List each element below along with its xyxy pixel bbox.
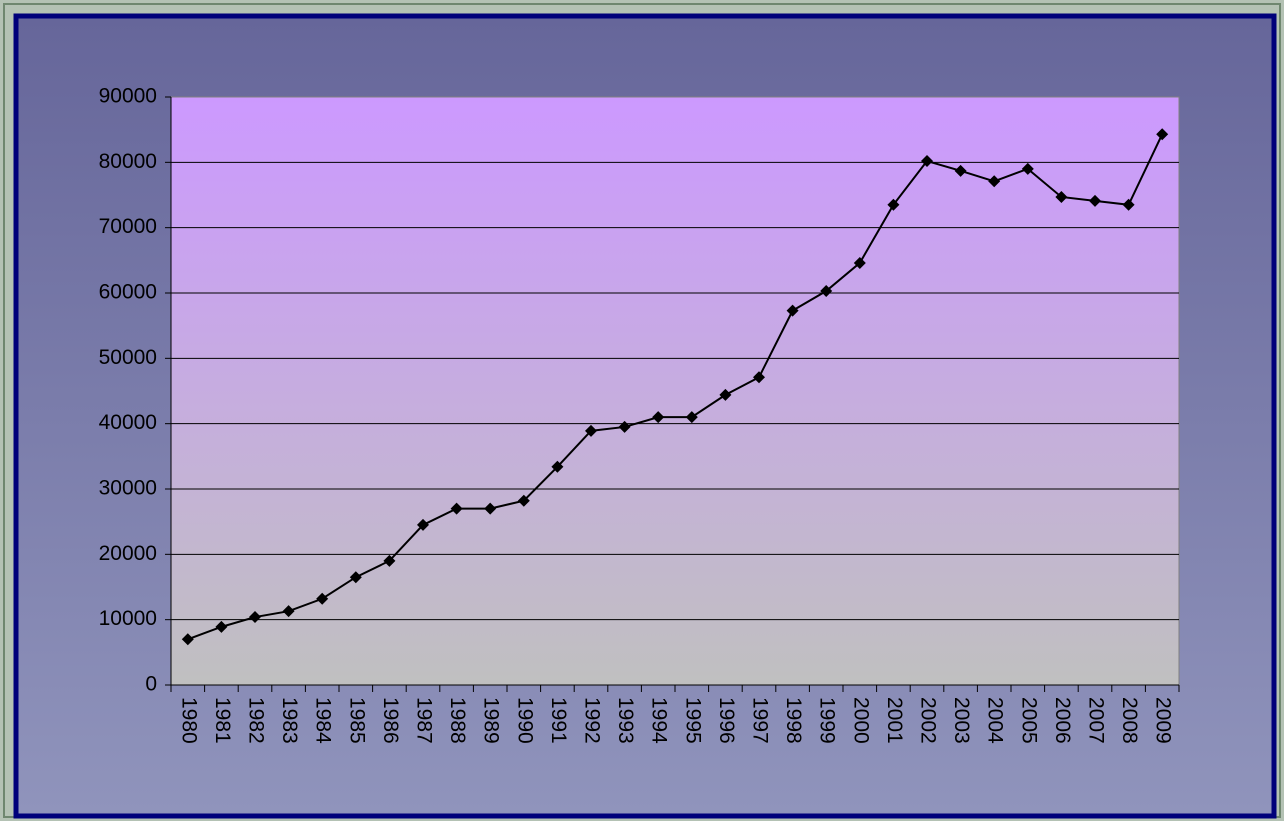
data-point [618,420,631,433]
series-line [187,133,1164,641]
x-tick-label: 1995 [681,697,704,744]
y-tick-label: 0 [145,673,157,696]
y-tick-label: 80000 [99,150,157,173]
data-point [181,633,194,646]
x-tick-label: 1996 [715,697,738,744]
y-tick-label: 70000 [99,215,157,238]
data-point [585,424,597,437]
x-tick-label: 1986 [379,697,402,744]
x-tick-label: 2003 [950,697,973,744]
x-tick-label: 1994 [648,697,671,744]
data-point [215,620,228,633]
x-tick-label: 1983 [278,697,301,744]
y-tick-label: 20000 [99,542,157,565]
x-tick-label: 1980 [177,697,200,744]
data-point [1055,190,1068,203]
x-tick-label: 2007 [1084,697,1107,744]
data-point [517,494,530,507]
data-point [551,460,564,473]
y-tick-label: 30000 [99,477,157,500]
data-point [1021,162,1034,175]
data-point [316,592,329,605]
x-tick-label: 1990 [513,697,536,744]
data-point [685,411,698,424]
x-tick-label: 1991 [547,697,570,744]
x-tick-label: 1997 [748,697,771,744]
y-tick-label: 40000 [99,411,157,434]
data-point [753,371,765,384]
data-point [282,605,295,618]
x-tick-label: 2006 [1051,697,1074,744]
x-tick-label: 2004 [984,697,1007,744]
data-point [349,571,362,584]
data-point [719,388,732,401]
x-tick-label: 2002 [916,697,939,744]
x-tick-label: 1988 [446,697,469,744]
data-point [921,155,933,168]
x-tick-label: 1998 [782,697,805,744]
data-point [249,611,261,624]
x-tick-label: 2000 [849,697,872,744]
x-tick-label: 2005 [1017,697,1040,744]
y-tick-label: 50000 [99,346,157,369]
x-tick-label: 2001 [883,697,906,744]
data-point [1122,198,1135,211]
x-tick-label: 1987 [412,697,435,744]
y-tick-label: 90000 [99,85,157,108]
data-point [853,256,866,269]
x-tick-label: 1992 [580,697,603,744]
data-point [820,285,833,298]
x-tick-label: 1993 [614,697,637,744]
x-tick-label: 1989 [480,697,503,744]
data-point [484,502,497,515]
data-point [954,164,967,177]
x-tick-label: 2009 [1152,697,1175,744]
x-tick-label: 1981 [211,697,234,744]
x-tick-label: 1984 [312,697,335,744]
data-point [887,198,900,211]
y-tick-label: 60000 [99,281,157,304]
data-point [383,554,396,567]
x-tick-label: 2008 [1118,697,1141,744]
data-point [1089,194,1101,207]
x-tick-label: 1985 [345,697,368,744]
data-point [786,304,799,317]
data-point [1156,128,1169,141]
data-point [417,518,429,531]
data-point [652,411,665,424]
data-point [450,502,463,515]
data-point [988,175,1001,188]
x-tick-label: 1982 [244,697,267,744]
x-tick-label: 1999 [816,697,839,744]
y-tick-label: 10000 [99,607,157,630]
